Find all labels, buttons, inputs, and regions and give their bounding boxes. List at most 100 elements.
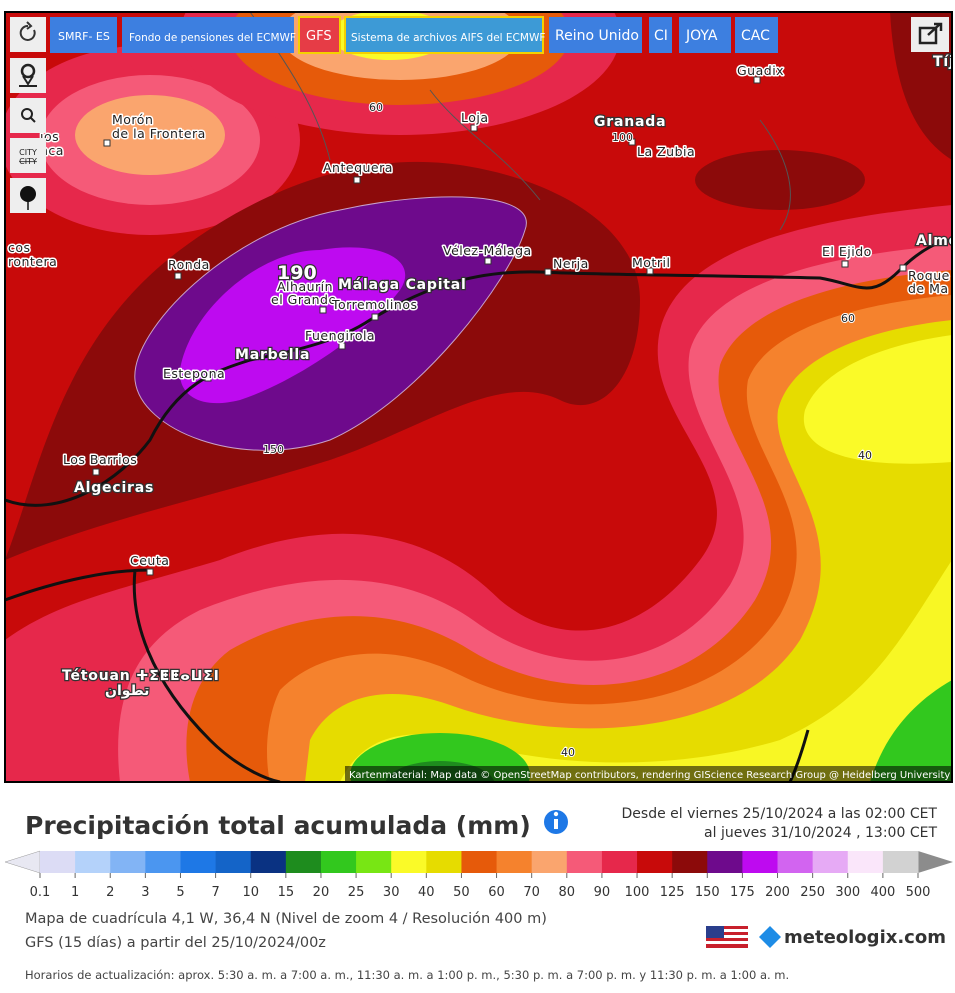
city-button[interactable]: CITY CITY — [10, 138, 46, 173]
model-button[interactable]: JOYA — [679, 17, 731, 53]
button-label: SMRF- ES — [58, 30, 110, 43]
place: Alhaurín — [277, 279, 333, 294]
place: Morón — [112, 112, 153, 127]
model-button[interactable]: SMRF- ES — [50, 17, 117, 53]
legend-swatch — [145, 851, 181, 873]
contour-label: 100 — [612, 131, 633, 144]
legend-label: 90 — [594, 885, 611, 900]
place: cos — [8, 240, 31, 255]
place: Motril — [632, 255, 670, 270]
place: Vélez-Málaga — [443, 243, 532, 258]
place-dots — [92, 76, 907, 576]
legend-swatch — [110, 851, 146, 873]
legend-swatch — [882, 851, 919, 873]
model-info: GFS (15 días) a partir del 25/10/2024/00… — [25, 935, 326, 951]
legend-label: 7 — [211, 885, 219, 900]
legend-label: 300 — [835, 885, 860, 900]
legend-label: 100 — [625, 885, 650, 900]
legend-swatch — [40, 851, 76, 873]
legend-label: 50 — [453, 885, 470, 900]
legend-label: 40 — [418, 885, 435, 900]
model-button[interactable]: Reino Unido — [549, 17, 642, 53]
place: de Ma — [908, 281, 949, 296]
legend-label: 125 — [660, 885, 685, 900]
pin-button[interactable] — [10, 178, 46, 213]
grid-info: Mapa de cuadrícula 4,1 W, 36,4 N (Nivel … — [25, 911, 547, 927]
place: El Ejido — [822, 244, 872, 259]
legend-label: 0.1 — [30, 885, 51, 900]
legend-label: 150 — [695, 885, 720, 900]
legend-swatch — [215, 851, 252, 873]
legend-swatch — [391, 851, 427, 873]
legend-label: 2 — [106, 885, 114, 900]
legend-swatch — [285, 851, 322, 873]
model-button[interactable]: Fondo de pensiones del ECMWF — [122, 17, 296, 53]
legend-swatch — [847, 851, 884, 873]
legend-swatch — [637, 851, 673, 873]
contour-label: 60 — [841, 312, 855, 325]
legend-label: 30 — [383, 885, 400, 900]
date-from: Desde el viernes 25/10/2024 a las 02:00 … — [622, 806, 938, 822]
legend-swatch — [75, 851, 111, 873]
place: Los Barrios — [63, 452, 137, 467]
place: Marbella — [235, 347, 310, 363]
place: Estepona — [163, 366, 225, 381]
legend-label: 175 — [730, 885, 755, 900]
place: Fuengirola — [305, 328, 375, 343]
button-label: JOYA — [685, 28, 718, 44]
legend-swatch — [777, 851, 814, 873]
legend-label: 3 — [141, 885, 149, 900]
place: de la Frontera — [112, 126, 206, 141]
place: Málaga Capital — [338, 277, 467, 293]
contour-label: 150 — [263, 443, 284, 456]
legend-label: 400 — [870, 885, 895, 900]
legend-label: 1 — [71, 885, 79, 900]
brand[interactable]: meteologix.com — [759, 926, 946, 948]
model-button[interactable]: Sistema de archivos AIFS del ECMWF — [344, 16, 545, 54]
attribution: Kartenmaterial: Map data © OpenStreetMap… — [349, 770, 950, 781]
legend-swatch — [742, 851, 779, 873]
place: el Grande — [271, 292, 337, 307]
legend-label: 15 — [278, 885, 295, 900]
button-label: Reino Unido — [555, 28, 639, 44]
button-label: GFS — [306, 29, 332, 44]
share-button[interactable] — [911, 17, 949, 52]
button-label: CAC — [741, 28, 770, 44]
zoom-button[interactable] — [10, 98, 46, 133]
flag-icon[interactable] — [706, 926, 748, 948]
place: Roque — [908, 268, 950, 283]
place: Nerja — [553, 256, 589, 271]
legend-swatch — [356, 851, 392, 873]
legend-label: 500 — [906, 885, 931, 900]
legend-swatch — [461, 851, 498, 873]
legend-label: 80 — [559, 885, 576, 900]
toolbar: CITY CITY SMRF- ES Fondo de pensiones de… — [10, 16, 949, 213]
model-button[interactable]: GFS — [298, 16, 341, 54]
legend-swatch — [426, 851, 462, 873]
legend-label: 70 — [523, 885, 540, 900]
contour-label: 40 — [561, 746, 575, 759]
button-label: Fondo de pensiones del ECMWF — [129, 32, 296, 44]
map[interactable]: Morón de la Frontera Antequera Loja Gran… — [0, 0, 955, 817]
place: Loja — [461, 110, 489, 125]
model-button[interactable]: CAC — [735, 17, 778, 53]
model-button[interactable]: CI — [649, 17, 672, 53]
legend-swatch — [812, 851, 849, 873]
refresh-button[interactable] — [10, 17, 46, 52]
info-icon[interactable] — [544, 810, 568, 834]
place: Ronda — [168, 257, 210, 272]
legend-swatch — [707, 851, 743, 873]
legend-label: 25 — [348, 885, 365, 900]
place: Guadix — [737, 63, 784, 78]
legend-swatch — [672, 851, 708, 873]
place: Tétouan ⵜⵉⵟⵟⴰⵡⵉⵏ — [62, 668, 220, 684]
contour-label: 40 — [858, 449, 872, 462]
brand-name: meteologix.com — [784, 927, 946, 948]
place: Ceuta — [130, 553, 169, 568]
location-button[interactable] — [10, 58, 46, 93]
place: Tíj — [933, 54, 955, 70]
legend-swatch — [250, 851, 287, 873]
legend-label: 60 — [488, 885, 505, 900]
place: La Zubia — [637, 144, 695, 159]
